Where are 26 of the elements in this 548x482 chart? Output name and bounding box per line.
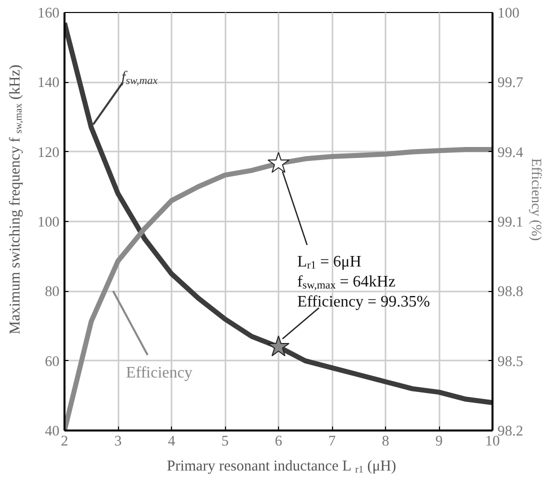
x-tick-label: 5 [221,434,229,450]
x-tick-label: 6 [274,434,282,450]
y2-tick-label: 100 [498,6,520,22]
y-axis-title: Maximum switching frequency fsw,max (kHz) [8,64,24,334]
y-tick-label: 120 [38,144,60,161]
y2-tick-label: 99.4 [498,144,524,161]
x-tick-label: 2 [60,434,68,450]
x-tick-label: 9 [435,434,443,450]
y-tick-label: 60 [44,354,60,370]
x-tick-label: 8 [382,434,390,450]
y2-tick-label: 98.5 [498,354,524,370]
y-tick-label: 160 [38,6,60,22]
y2-axis-title: Efficiency (%) [528,158,543,242]
x-tick-label: 4 [168,434,176,450]
y-tick-label: 140 [38,75,60,92]
text: Efficiency [126,364,192,382]
y2-tick-label: 98.8 [498,284,524,300]
y2-tick-label: 99.1 [498,214,524,230]
x-tick-label: 3 [114,434,122,450]
y-tick-label: 80 [44,284,60,300]
y2-tick-label: 98.2 [498,424,524,440]
y2-tick-label: 99.7 [498,75,524,92]
y-tick-label: 40 [44,424,60,440]
x-tick-label: 7 [328,434,336,450]
y-tick-label: 100 [38,214,60,230]
x-tick-label: 10 [485,434,500,450]
